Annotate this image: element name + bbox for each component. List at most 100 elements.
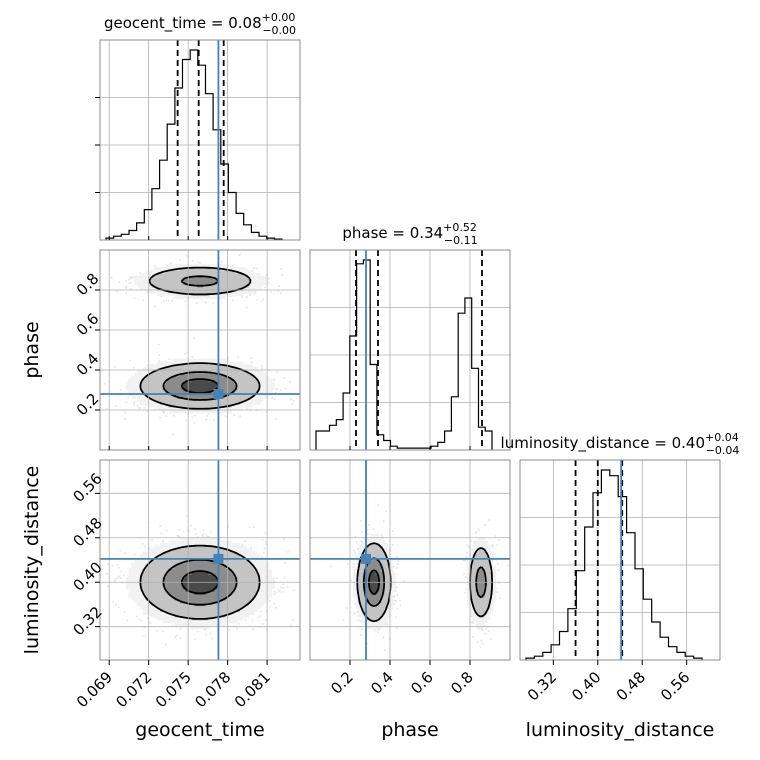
density-cell xyxy=(240,395,244,399)
density-cell xyxy=(211,580,215,584)
density-cell xyxy=(211,384,215,388)
density-cell xyxy=(220,278,224,282)
density-cell xyxy=(197,381,201,385)
density-cell xyxy=(240,574,244,578)
density-cell xyxy=(154,597,158,601)
density-cell xyxy=(180,537,184,541)
density-cell xyxy=(220,571,224,575)
density-cell xyxy=(200,594,204,598)
density-cell xyxy=(208,622,212,627)
density-cell xyxy=(165,574,169,578)
density-cell xyxy=(162,617,167,621)
density-cell xyxy=(151,287,155,291)
density-cell xyxy=(378,620,382,624)
density-cell xyxy=(478,580,482,584)
density-cell xyxy=(375,625,379,629)
density-cell xyxy=(125,585,129,589)
density-cell xyxy=(202,620,207,624)
density-cell xyxy=(231,594,235,598)
density-cell xyxy=(168,398,172,402)
density-cell xyxy=(392,585,397,589)
density-cell xyxy=(180,614,184,618)
density-cell xyxy=(248,611,252,615)
x-tick-label: 0.078 xyxy=(191,668,234,711)
density-cell xyxy=(157,588,161,592)
density-cell xyxy=(174,594,178,598)
density-cell xyxy=(240,605,244,609)
density-cell xyxy=(248,571,252,575)
density-cell xyxy=(240,381,244,385)
density-cell xyxy=(472,574,477,578)
density-cell xyxy=(191,267,195,271)
density-cell xyxy=(237,585,241,589)
density-cell xyxy=(182,361,187,365)
density-cell xyxy=(478,554,482,558)
density-cell xyxy=(375,548,379,552)
density-cell xyxy=(361,571,365,575)
density-cell xyxy=(205,540,209,544)
density-cell xyxy=(375,605,379,609)
density-cell xyxy=(260,398,264,402)
density-cell xyxy=(222,407,227,411)
density-cell xyxy=(211,608,215,612)
density-cell xyxy=(260,562,264,567)
density-cell xyxy=(185,545,189,549)
density-cell xyxy=(370,611,374,615)
density-cell xyxy=(185,540,189,544)
density-cell xyxy=(154,548,158,552)
density-cell xyxy=(202,395,207,399)
density-cell xyxy=(237,545,241,549)
density-cell xyxy=(222,591,227,595)
density-cell xyxy=(370,554,374,558)
density-cell xyxy=(242,580,247,584)
density-cell xyxy=(188,270,192,274)
density-cell xyxy=(137,577,141,581)
density-cell xyxy=(180,565,184,569)
density-cell xyxy=(237,390,241,394)
density-cell xyxy=(254,384,258,388)
density-cell xyxy=(202,270,207,274)
density-cell xyxy=(234,375,238,379)
density-cell xyxy=(240,588,244,592)
density-cell xyxy=(151,275,155,279)
density-cell xyxy=(188,622,192,627)
density-cell xyxy=(128,588,132,592)
density-cell xyxy=(240,284,244,288)
density-cell xyxy=(160,560,164,564)
panel-frame xyxy=(99,459,301,661)
density-cell xyxy=(177,540,181,544)
density-cell xyxy=(174,284,178,288)
density-cell xyxy=(251,611,255,615)
density-cell xyxy=(367,551,371,555)
density-cell xyxy=(171,361,175,365)
density-cell xyxy=(154,554,158,558)
density-cell xyxy=(168,367,172,371)
density-cell xyxy=(487,571,491,575)
density-cell xyxy=(222,264,227,268)
density-cell xyxy=(242,568,247,572)
density-cell xyxy=(257,571,261,575)
density-cell xyxy=(381,554,385,558)
density-cell xyxy=(214,270,218,274)
density-cell xyxy=(222,295,227,299)
density-cell xyxy=(384,571,388,575)
density-cell xyxy=(384,548,388,552)
density-cell xyxy=(188,591,192,595)
density-cell xyxy=(180,608,184,612)
density-cell xyxy=(245,270,249,274)
density-cell xyxy=(254,605,258,609)
density-cell xyxy=(251,554,255,558)
density-cell xyxy=(214,551,218,555)
density-cell xyxy=(131,580,135,584)
density-cell xyxy=(234,361,238,365)
density-cell xyxy=(214,580,218,584)
density-cell xyxy=(182,594,187,598)
density-cell xyxy=(231,577,235,581)
density-cell xyxy=(142,562,147,567)
density-cell xyxy=(202,387,207,391)
density-cell xyxy=(222,611,227,615)
density-cell xyxy=(475,562,479,567)
density-cell xyxy=(205,614,209,618)
density-cell xyxy=(137,281,141,285)
density-cell xyxy=(168,600,172,604)
